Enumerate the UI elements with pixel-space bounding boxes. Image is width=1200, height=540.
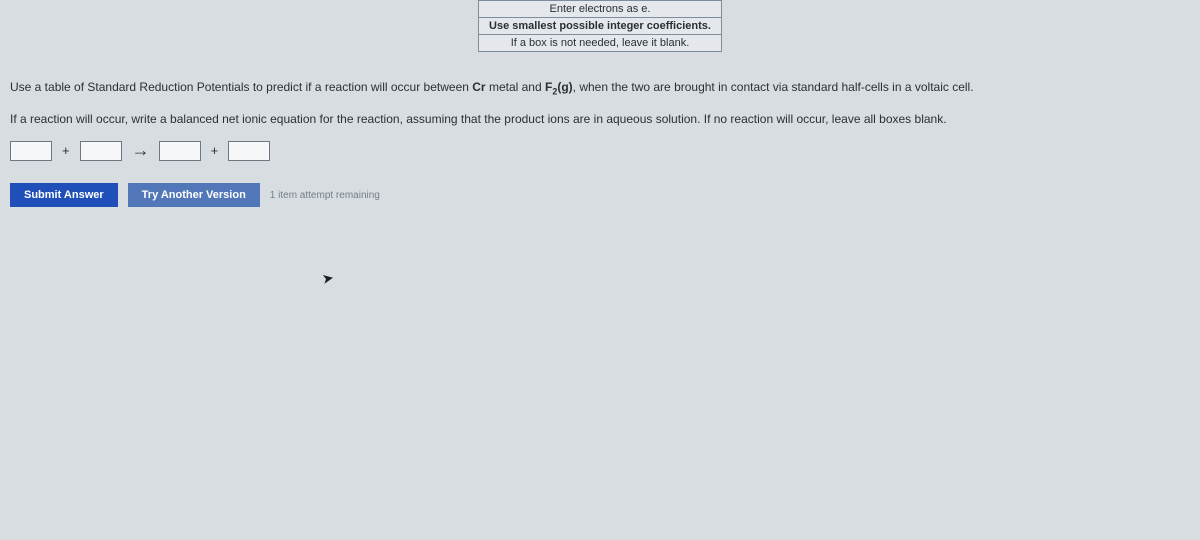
- button-row: Submit Answer Try Another Version 1 item…: [10, 183, 1190, 207]
- reactant-1-input[interactable]: [10, 141, 52, 161]
- try-another-version-button[interactable]: Try Another Version: [128, 183, 260, 207]
- plus-operator-1: +: [62, 143, 70, 158]
- question-content: Use a table of Standard Reduction Potent…: [0, 52, 1200, 207]
- reaction-arrow-icon: →: [132, 140, 149, 161]
- hint-line-1: Enter electrons as e.: [479, 1, 722, 18]
- q1-text-pre: Use a table of Standard Reduction Potent…: [10, 80, 472, 94]
- q1-element: Cr: [472, 80, 485, 94]
- q1-formula: F2(g): [545, 80, 573, 94]
- question-paragraph-1: Use a table of Standard Reduction Potent…: [10, 78, 1190, 96]
- reactant-2-input[interactable]: [80, 141, 122, 161]
- hint-box: Enter electrons as e. Use smallest possi…: [0, 0, 1200, 52]
- q1-text-after: , when the two are brought in contact vi…: [573, 80, 974, 94]
- q1-text-mid: metal and: [486, 80, 545, 94]
- equation-row: + → +: [10, 140, 1190, 161]
- product-2-input[interactable]: [228, 141, 270, 161]
- question-paragraph-2: If a reaction will occur, write a balanc…: [10, 110, 1190, 128]
- plus-operator-2: +: [211, 143, 219, 158]
- hint-line-3: If a box is not needed, leave it blank.: [479, 35, 722, 52]
- hint-table: Enter electrons as e. Use smallest possi…: [478, 0, 722, 52]
- cursor-icon: ➤: [321, 269, 336, 288]
- product-1-input[interactable]: [159, 141, 201, 161]
- attempts-remaining-label: 1 item attempt remaining: [270, 190, 380, 201]
- hint-line-2: Use smallest possible integer coefficien…: [479, 18, 722, 35]
- submit-answer-button[interactable]: Submit Answer: [10, 183, 118, 207]
